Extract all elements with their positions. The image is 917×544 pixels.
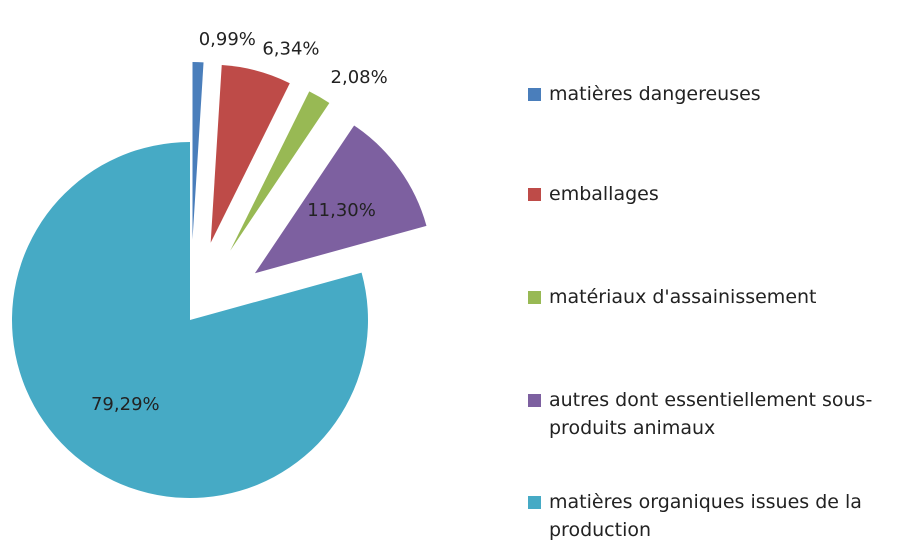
pie-slice xyxy=(11,142,368,498)
legend-label: autres dont essentiellement sous-produit… xyxy=(549,389,873,439)
legend-swatch xyxy=(528,88,541,101)
legend-swatch xyxy=(528,394,541,407)
legend-item: matières dangereuses xyxy=(528,80,761,108)
data-label: 6,34% xyxy=(262,39,319,60)
legend-label: emballages xyxy=(549,183,659,205)
pie-slice xyxy=(192,62,204,241)
data-label: 0,99% xyxy=(199,29,256,50)
legend-label: matières dangereuses xyxy=(549,83,761,105)
pie-slice xyxy=(230,91,330,251)
pie-slice xyxy=(210,65,290,243)
data-label: 11,30% xyxy=(307,200,376,221)
legend-item: autres dont essentiellement sous-produit… xyxy=(528,386,913,442)
pie-slice xyxy=(254,125,427,274)
legend-swatch xyxy=(528,188,541,201)
legend-swatch xyxy=(528,291,541,304)
legend-swatch xyxy=(528,496,541,509)
data-label: 79,29% xyxy=(91,394,160,415)
legend-item: matériaux d'assainissement xyxy=(528,283,817,311)
data-label: 2,08% xyxy=(331,67,388,88)
legend-item: emballages xyxy=(528,180,659,208)
legend-item: matières organiques issues de la product… xyxy=(528,488,913,544)
legend-label: matières organiques issues de la product… xyxy=(549,491,862,541)
legend-label: matériaux d'assainissement xyxy=(549,286,817,308)
